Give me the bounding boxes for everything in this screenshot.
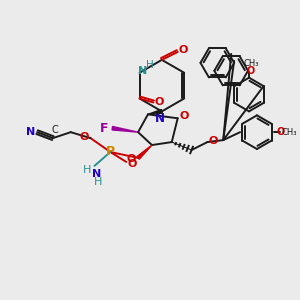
Text: O: O (277, 127, 285, 137)
Text: C: C (52, 125, 58, 135)
Text: O: O (180, 111, 189, 121)
Text: CH₃: CH₃ (282, 128, 297, 137)
Text: CH₃: CH₃ (243, 59, 259, 68)
Text: N: N (92, 169, 101, 179)
Text: O: O (80, 132, 89, 142)
Text: O: O (155, 98, 164, 107)
Text: O: O (128, 159, 137, 169)
Text: O: O (247, 66, 255, 76)
Text: H: H (146, 60, 153, 70)
Text: H: H (94, 177, 103, 187)
Text: O: O (127, 154, 136, 164)
Text: N: N (138, 66, 147, 76)
Text: O: O (179, 45, 188, 55)
Text: H: H (82, 165, 91, 175)
Text: O: O (209, 136, 218, 146)
Text: N: N (155, 112, 165, 125)
Text: F: F (100, 122, 109, 135)
Polygon shape (112, 127, 138, 132)
Text: P: P (106, 146, 115, 158)
Polygon shape (148, 110, 162, 114)
Polygon shape (137, 145, 152, 159)
Text: N: N (26, 127, 36, 137)
